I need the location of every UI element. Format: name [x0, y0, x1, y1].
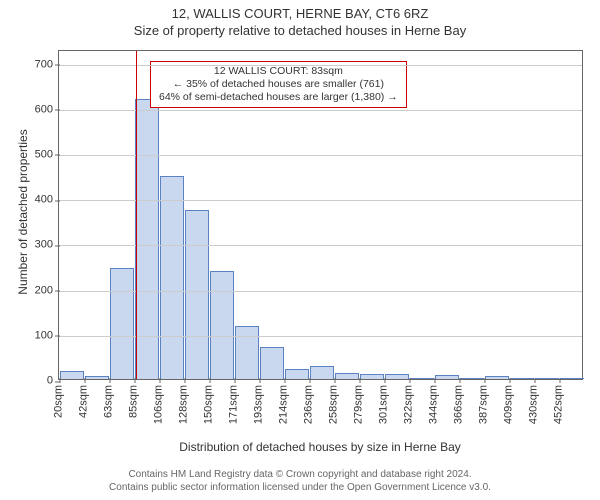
x-tick-label: 214sqm: [279, 379, 290, 439]
y-tick-label: 300: [25, 240, 59, 251]
x-tick-label: 236sqm: [304, 379, 315, 439]
x-tick-label: 344sqm: [429, 379, 440, 439]
grid-line: [59, 200, 582, 201]
x-tick-label: 301sqm: [379, 379, 390, 439]
annotation-line-1: 12 WALLIS COURT: 83sqm: [159, 65, 398, 78]
grid-line: [59, 245, 582, 246]
x-tick-label: 279sqm: [354, 379, 365, 439]
y-tick-label: 600: [25, 104, 59, 115]
x-tick-label: 20sqm: [54, 379, 65, 439]
y-tick-label: 500: [25, 149, 59, 160]
x-tick-label: 150sqm: [204, 379, 215, 439]
x-axis-label: Distribution of detached houses by size …: [0, 440, 600, 454]
histogram-bar: [310, 366, 334, 379]
x-tick-label: 193sqm: [254, 379, 265, 439]
histogram-bar: [285, 369, 309, 379]
page-title: 12, WALLIS COURT, HERNE BAY, CT6 6RZ: [0, 0, 600, 21]
grid-line: [59, 65, 582, 66]
grid-line: [59, 155, 582, 156]
y-tick-label: 100: [25, 330, 59, 341]
annotation-line-2: ← 35% of detached houses are smaller (76…: [159, 78, 398, 91]
plot-area: 12 WALLIS COURT: 83sqm ← 35% of detached…: [58, 50, 583, 380]
chart-container: Number of detached properties 12 WALLIS …: [0, 42, 600, 430]
x-tick-label: 409sqm: [504, 379, 515, 439]
x-tick-label: 63sqm: [104, 379, 115, 439]
x-tick-label: 106sqm: [154, 379, 165, 439]
grid-line: [59, 291, 582, 292]
x-tick-label: 258sqm: [329, 379, 340, 439]
x-tick-label: 128sqm: [179, 379, 190, 439]
x-tick-label: 387sqm: [479, 379, 490, 439]
page-subtitle: Size of property relative to detached ho…: [0, 21, 600, 42]
histogram-bar: [135, 99, 159, 379]
histogram-bar: [110, 268, 134, 379]
histogram-bar: [60, 371, 84, 379]
histogram-bar: [260, 347, 284, 379]
footer-line-2: Contains public sector information licen…: [0, 481, 600, 494]
y-tick-label: 400: [25, 195, 59, 206]
x-tick-label: 42sqm: [79, 379, 90, 439]
histogram-bar: [210, 271, 234, 379]
grid-line: [59, 110, 582, 111]
y-tick-label: 200: [25, 285, 59, 296]
x-tick-label: 430sqm: [529, 379, 540, 439]
histogram-bar: [160, 176, 184, 379]
footer-line-1: Contains HM Land Registry data © Crown c…: [0, 468, 600, 481]
x-tick-label: 322sqm: [404, 379, 415, 439]
footer-attribution: Contains HM Land Registry data © Crown c…: [0, 468, 600, 494]
histogram-bar: [235, 326, 259, 379]
x-tick-label: 85sqm: [129, 379, 140, 439]
x-tick-label: 171sqm: [229, 379, 240, 439]
x-tick-label: 366sqm: [454, 379, 465, 439]
y-tick-label: 700: [25, 59, 59, 70]
histogram-bar: [185, 210, 209, 379]
x-tick-label: 452sqm: [554, 379, 565, 439]
grid-line: [59, 336, 582, 337]
marker-line: [136, 51, 137, 379]
annotation-line-3: 64% of semi-detached houses are larger (…: [159, 91, 398, 104]
annotation-box: 12 WALLIS COURT: 83sqm ← 35% of detached…: [150, 61, 407, 108]
